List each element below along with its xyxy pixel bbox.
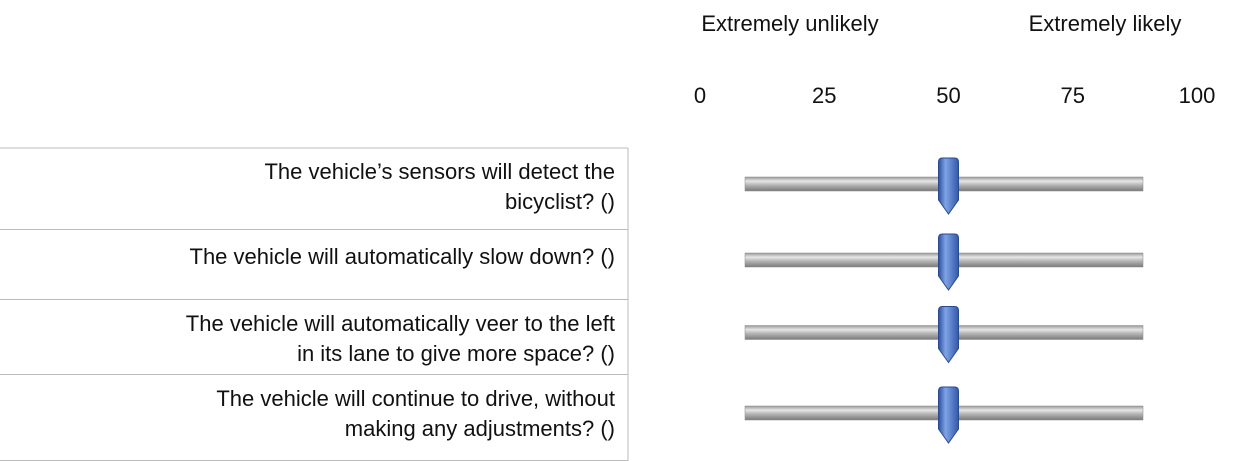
question-text: The vehicle’s sensors will detect the [264, 159, 615, 184]
question-text: The vehicle will automatically veer to t… [186, 311, 615, 336]
scale-tick-label: 75 [1061, 83, 1085, 108]
slider-handle[interactable] [938, 386, 959, 444]
slider-handle[interactable] [938, 157, 959, 215]
slider-handle[interactable] [938, 233, 959, 291]
left-anchor: Extremely unlikely [701, 11, 878, 36]
slider-handle[interactable] [938, 306, 959, 364]
scale-tick-label: 25 [812, 83, 836, 108]
scale-tick-label: 0 [694, 83, 706, 108]
question-text: in its lane to give more space? () [297, 341, 615, 366]
right-anchor: Extremely likely [1029, 11, 1182, 36]
scale-tick-label: 100 [1179, 83, 1216, 108]
question-text: The vehicle will automatically slow down… [190, 244, 616, 269]
scale-tick-label: 50 [936, 83, 960, 108]
question-text: making any adjustments? () [345, 416, 615, 441]
question-text: bicyclist? () [505, 189, 615, 214]
question-text: The vehicle will continue to drive, with… [216, 386, 615, 411]
